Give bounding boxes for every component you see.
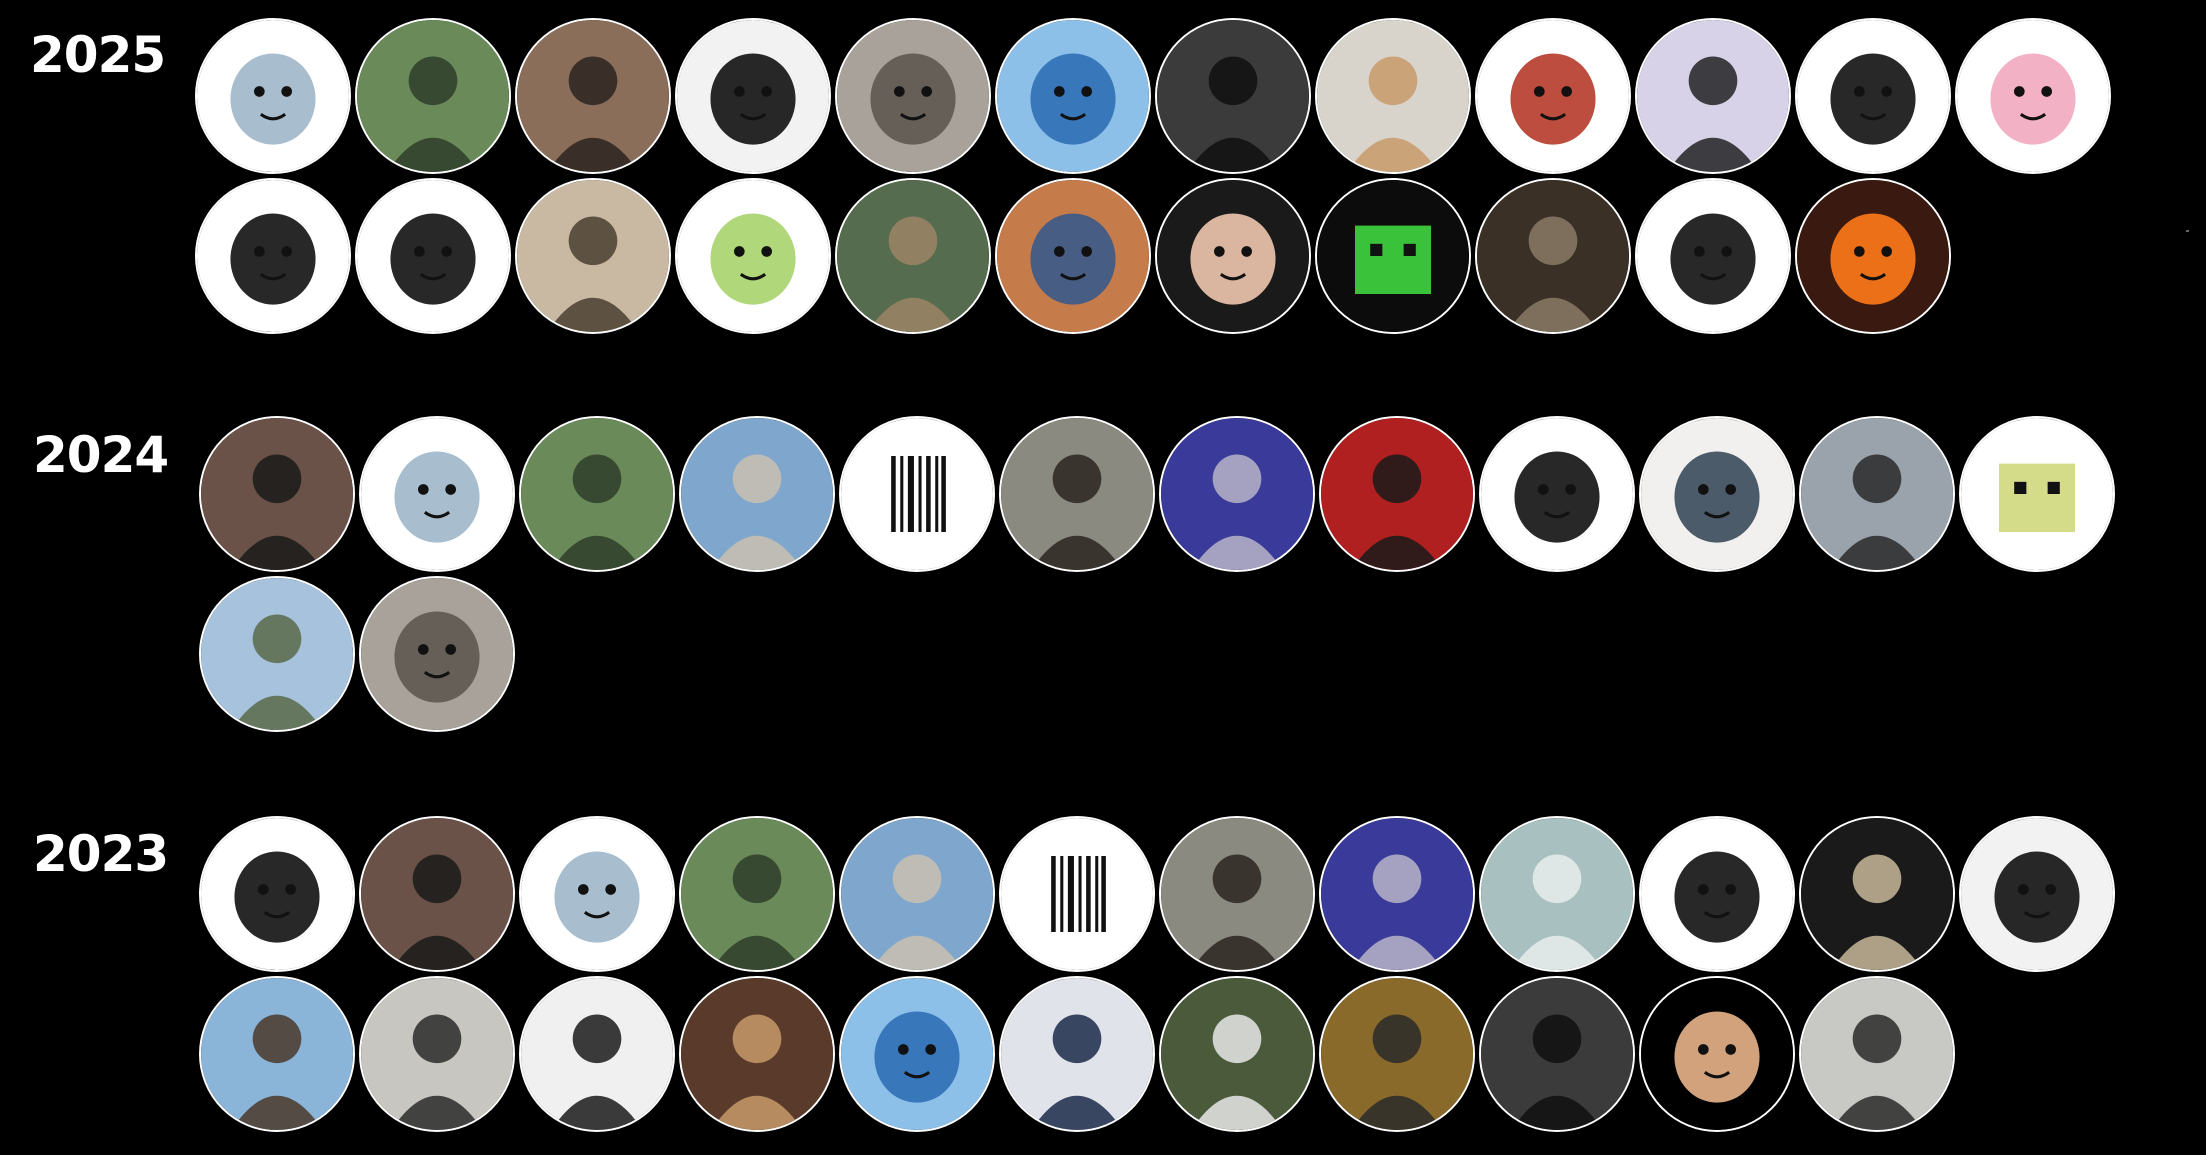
girl-lineart-icon xyxy=(355,178,511,334)
person-photo-icon xyxy=(1159,416,1315,572)
walkway-photo-icon xyxy=(1479,816,1635,972)
person-photo-icon xyxy=(1799,416,1955,572)
beach-photo-icon xyxy=(839,816,995,972)
code-screen-photo-icon xyxy=(1799,816,1955,972)
shark-cartoon-icon xyxy=(359,416,515,572)
face-sketch-icon xyxy=(1479,416,1635,572)
person-photo-icon xyxy=(1475,178,1631,334)
person-photo-icon xyxy=(835,178,991,334)
boy-lineart-icon xyxy=(195,178,351,334)
memoji-girl-icon xyxy=(1155,178,1311,334)
anime-girl-icon xyxy=(995,18,1151,174)
duck-cartoon-icon xyxy=(1795,18,1951,174)
person-photo-icon xyxy=(519,416,675,572)
anime-girl-icon xyxy=(839,976,995,1132)
cat-photo-icon xyxy=(1315,18,1471,174)
person-photo-icon xyxy=(1635,18,1791,174)
avatar-grid xyxy=(199,816,2119,1136)
barcode-logo-icon xyxy=(839,416,995,572)
fox-face-icon xyxy=(359,576,515,732)
flame-princess-icon xyxy=(1795,178,1951,334)
person-photo-icon xyxy=(359,976,515,1132)
person-photo-icon xyxy=(1799,976,1955,1132)
shark-cartoon-icon xyxy=(195,18,351,174)
year-label: 2025 xyxy=(30,26,166,84)
person-photo-icon xyxy=(1319,816,1475,972)
person-photo-icon xyxy=(679,816,835,972)
person-photo-icon xyxy=(515,178,671,334)
chibi-boy-icon xyxy=(1639,416,1795,572)
pixel-block-icon xyxy=(1959,416,2115,572)
anime-man-icon xyxy=(995,178,1151,334)
fox-face-icon xyxy=(835,18,991,174)
ghost-doodle-icon xyxy=(1635,178,1791,334)
chick-cartoon-icon xyxy=(199,816,355,972)
year-label: 2023 xyxy=(33,825,169,883)
person-photo-icon xyxy=(1479,976,1635,1132)
skydiving-photo-icon xyxy=(199,976,355,1132)
avatar-grid xyxy=(195,18,2115,338)
person-photo-icon xyxy=(515,18,671,174)
person-photo-icon xyxy=(1159,816,1315,972)
person-photo-icon xyxy=(999,976,1155,1132)
castle-photo-icon xyxy=(199,576,355,732)
green-dino-icon xyxy=(675,178,831,334)
avatar-grid xyxy=(199,416,2119,736)
pink-creature-icon xyxy=(1955,18,2111,174)
man-cartoon-icon xyxy=(1475,18,1631,174)
person-photo-icon xyxy=(359,816,515,972)
restaurant-photo-icon xyxy=(679,976,835,1132)
barcode-logo-icon xyxy=(999,816,1155,972)
bird-logo-icon xyxy=(1639,816,1795,972)
person-photo-icon xyxy=(999,416,1155,572)
person-photo-icon xyxy=(199,416,355,572)
sprout-boy-cartoon-icon xyxy=(675,18,831,174)
person-photo-icon xyxy=(355,18,511,174)
person-photo-icon xyxy=(1155,18,1311,174)
sprout-boy-cartoon-icon xyxy=(1959,816,2115,972)
beach-photo-icon xyxy=(679,416,835,572)
memoji-boy-icon xyxy=(1639,976,1795,1132)
stray-pixel xyxy=(2186,230,2189,232)
autumn-street-photo-icon xyxy=(1319,976,1475,1132)
year-label: 2024 xyxy=(33,426,169,484)
person-photo-icon xyxy=(1319,416,1475,572)
shark-cartoon-icon xyxy=(519,816,675,972)
panda-photo-icon xyxy=(519,976,675,1132)
pixel-slime-icon xyxy=(1315,178,1471,334)
person-photo-icon xyxy=(1159,976,1315,1132)
